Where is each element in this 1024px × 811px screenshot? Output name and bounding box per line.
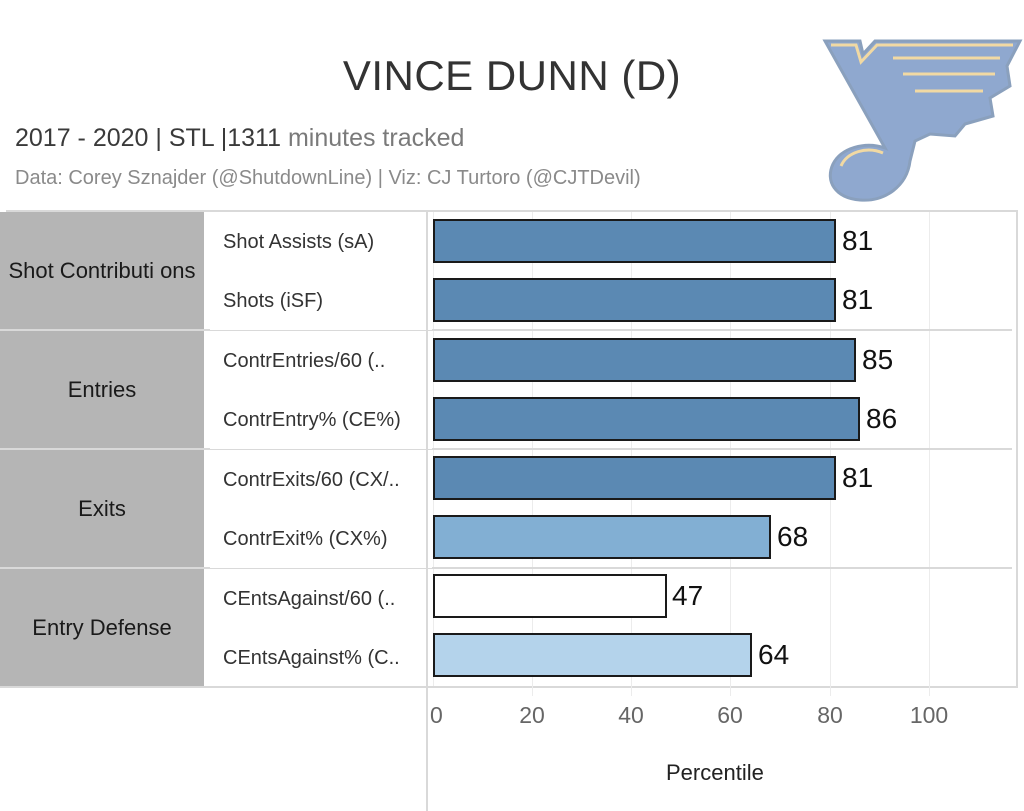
metric-label: CEntsAgainst/60 (.. [210, 570, 432, 628]
separator: | [155, 124, 162, 152]
group-label: Entry Defense [0, 569, 204, 686]
bar-value: 85 [862, 344, 894, 375]
group-label: Shot Contributi ons [0, 212, 204, 329]
tick-label: 20 [519, 702, 545, 728]
tick-label: 0 [430, 702, 443, 728]
group-label: Entries [0, 331, 204, 448]
tick-mark [631, 686, 632, 696]
x-axis-title: Percentile [666, 760, 764, 785]
tick-mark [929, 686, 930, 696]
axis-divider [426, 210, 428, 811]
metric-label: ContrEntry% (CE%) [210, 391, 432, 449]
minutes-value: 1311 [227, 124, 281, 152]
bar-cents-against-pct[interactable] [433, 633, 752, 677]
tick-mark [532, 686, 533, 696]
group-entry-defense: Entry Defense [0, 569, 1012, 688]
tick-label: 40 [618, 702, 644, 728]
bar-contr-entry-pct[interactable] [433, 397, 860, 441]
team: STL [168, 124, 214, 152]
metric-label: CEntsAgainst% (C.. [210, 629, 432, 687]
bar-value: 81 [842, 462, 874, 493]
bar-contr-exits-60[interactable] [433, 456, 836, 500]
tick-label: 60 [717, 702, 743, 728]
tick-label: 80 [817, 702, 843, 728]
bar-value: 47 [672, 580, 704, 611]
separator: | [220, 124, 228, 152]
bar-value: 86 [866, 403, 898, 434]
group-entries: Entries [0, 331, 1012, 450]
bar-value: 68 [777, 521, 809, 552]
table-right-border [1016, 210, 1018, 686]
metric-label: ContrExits/60 (CX/.. [210, 451, 432, 509]
metric-label: Shots (iSF) [210, 272, 432, 330]
tick-mark [730, 686, 731, 696]
player-title: VINCE DUNN (D) [342, 52, 682, 99]
table-bottom-border [6, 686, 1018, 688]
bar-cents-against-60[interactable] [433, 574, 667, 618]
bar-shots[interactable] [433, 278, 836, 322]
subtitle: 2017 - 2020 | STL |1311 minutes tracked [15, 124, 464, 153]
bar-value: 64 [758, 639, 790, 670]
metric-label: ContrEntries/60 (.. [210, 332, 432, 390]
blues-logo-icon [822, 39, 1023, 202]
years: 2017 - 2020 [15, 124, 149, 152]
credits: Data: Corey Sznajder (@ShutdownLine) | V… [15, 167, 641, 189]
group-exits: Exits [0, 450, 1012, 569]
tick-mark [830, 686, 831, 696]
metrics-table [6, 210, 1018, 688]
bar-shot-assists[interactable] [433, 219, 836, 263]
group-label: Exits [0, 450, 204, 567]
bar-value: 81 [842, 225, 874, 256]
bar-contr-entries-60[interactable] [433, 338, 856, 382]
bar-value: 81 [842, 284, 874, 315]
metric-label: ContrExit% (CX%) [210, 510, 432, 568]
bar-contr-exit-pct[interactable] [433, 515, 771, 559]
group-shot-contributions: Shot Contributi ons [0, 212, 1012, 331]
minutes-suffix: minutes tracked [287, 124, 465, 152]
metric-label: Shot Assists (sA) [210, 213, 432, 271]
tick-label: 100 [909, 702, 949, 728]
